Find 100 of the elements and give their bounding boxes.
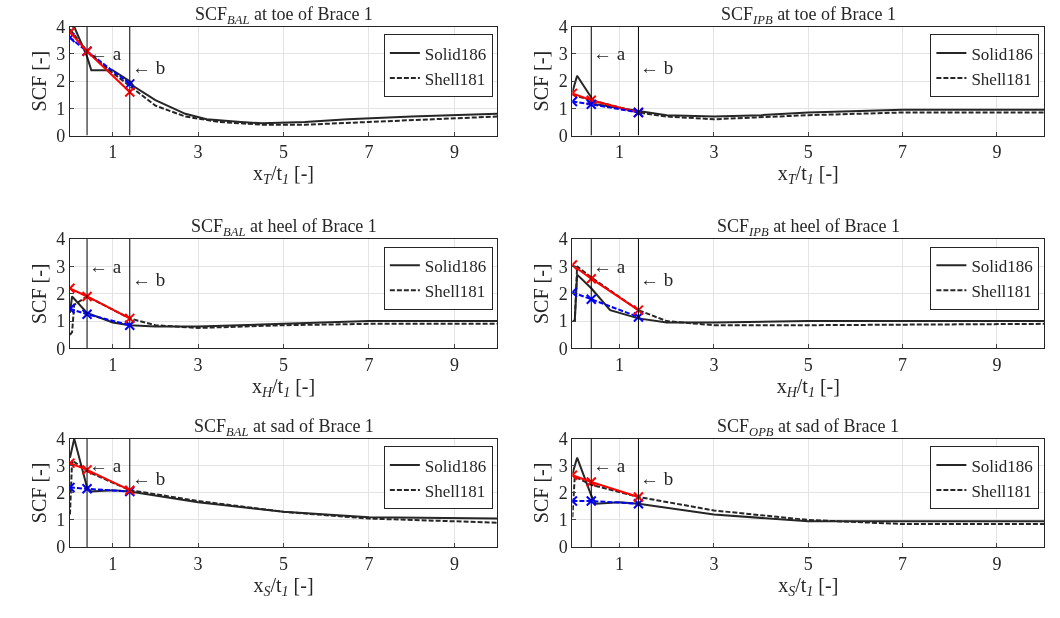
x-tick-label: 9 <box>449 355 459 376</box>
y-tick-label: 3 <box>558 256 568 277</box>
ref-line-label: ← a <box>89 256 122 277</box>
x-tick-label: 1 <box>108 553 118 574</box>
y-tick-label: 2 <box>56 284 66 305</box>
legend-label: Solid186 <box>971 44 1033 64</box>
legend-label: Shell181 <box>971 281 1032 301</box>
y-tick-label: 3 <box>558 44 568 65</box>
ref-line-label: ← b <box>640 57 674 78</box>
y-axis-title: SCF [-] <box>530 263 553 325</box>
x-axis-title: x$_{H}$/t$_{1}$ [-] <box>251 375 316 401</box>
y-tick-label: 4 <box>56 229 66 250</box>
y-tick-label: 3 <box>558 456 568 477</box>
chart-title: SCF$_{BAL}$ at heel of Brace 1 <box>191 216 377 239</box>
x-axis-title: x$_{H}$/t$_{1}$ [-] <box>776 375 840 401</box>
ref-line-label: ← a <box>89 455 122 476</box>
y-axis-title: SCF [-] <box>530 50 553 112</box>
y-tick-label: 0 <box>56 338 66 359</box>
x-tick-label: 9 <box>992 553 1002 574</box>
y-tick-label: 0 <box>558 338 568 359</box>
x-tick-label: 7 <box>364 142 374 163</box>
y-tick-label: 0 <box>56 125 66 146</box>
x-tick-label: 3 <box>709 553 719 574</box>
x-axis-title: x$_{T}$/t$_{1}$ [-] <box>253 162 314 188</box>
chart-title: SCF$_{BAL}$ at sad of Brace 1 <box>194 416 374 439</box>
y-tick-label: 0 <box>558 125 568 146</box>
y-tick-label: 0 <box>558 537 568 558</box>
x-tick-label: 7 <box>364 355 374 376</box>
legend-label: Shell181 <box>424 69 486 89</box>
ref-line-label: ← b <box>132 269 166 290</box>
x-tick-label: 9 <box>449 142 459 163</box>
y-tick-label: 0 <box>56 537 66 558</box>
x-tick-label: 5 <box>803 553 813 574</box>
x-tick-label: 3 <box>709 142 719 163</box>
y-tick-label: 1 <box>558 510 568 531</box>
x-tick-label: 1 <box>615 355 625 376</box>
x-tick-label: 1 <box>108 355 118 376</box>
legend-label: Solid186 <box>424 44 487 64</box>
x-tick-label: 7 <box>898 355 908 376</box>
y-tick-label: 4 <box>558 229 568 250</box>
y-tick-label: 1 <box>558 311 568 332</box>
y-axis-title: SCF [-] <box>27 50 50 112</box>
x-axis-title: x$_{T}$/t$_{1}$ [-] <box>777 162 839 188</box>
legend-label: Shell181 <box>971 69 1032 89</box>
x-tick-label: 3 <box>193 355 203 376</box>
ref-line-label: ← a <box>593 455 626 476</box>
y-tick-label: 1 <box>56 98 66 119</box>
x-tick-label: 5 <box>279 355 289 376</box>
y-tick-label: 1 <box>56 510 66 531</box>
x-tick-label: 3 <box>193 553 203 574</box>
x-tick-label: 3 <box>709 355 719 376</box>
chart-title: SCF$_{IPB}$ at heel of Brace 1 <box>717 216 901 239</box>
y-tick-label: 4 <box>558 429 568 450</box>
y-tick-label: 3 <box>56 44 66 65</box>
x-tick-label: 9 <box>992 142 1002 163</box>
legend-label: Shell181 <box>424 281 486 301</box>
legend-label: Solid186 <box>424 256 487 276</box>
x-axis-title: x$_{S}$/t$_{1}$ [-] <box>253 573 314 599</box>
x-tick-label: 5 <box>803 142 813 163</box>
ref-line-label: ← a <box>89 43 122 64</box>
x-axis-title: x$_{S}$/t$_{1}$ [-] <box>778 573 839 599</box>
legend-label: Shell181 <box>971 481 1032 501</box>
y-axis-title: SCF [-] <box>27 263 50 325</box>
chart-title: SCF$_{BAL}$ at toe of Brace 1 <box>195 4 373 27</box>
x-tick-label: 7 <box>898 142 908 163</box>
y-tick-label: 2 <box>558 483 568 504</box>
x-tick-label: 7 <box>898 553 908 574</box>
legend-label: Solid186 <box>424 456 487 476</box>
ref-line-label: ← b <box>640 468 674 489</box>
x-tick-label: 7 <box>364 553 374 574</box>
x-tick-label: 1 <box>615 553 625 574</box>
y-tick-label: 1 <box>56 311 66 332</box>
x-tick-label: 5 <box>279 142 289 163</box>
y-axis-title: SCF [-] <box>27 462 50 524</box>
y-tick-label: 4 <box>56 17 66 38</box>
y-axis-title: SCF [-] <box>530 462 553 524</box>
x-tick-label: 1 <box>108 142 118 163</box>
ref-line-label: ← b <box>132 468 166 489</box>
ref-line-label: ← a <box>593 43 626 64</box>
ref-line-label: ← b <box>132 57 166 78</box>
legend-label: Solid186 <box>971 456 1033 476</box>
y-tick-label: 3 <box>56 256 66 277</box>
legend-label: Shell181 <box>424 481 486 501</box>
x-tick-label: 3 <box>193 142 203 163</box>
ref-line-label: ← b <box>640 269 674 290</box>
y-tick-label: 2 <box>558 284 568 305</box>
chart-title: SCF$_{OPB}$ at sad of Brace 1 <box>717 416 899 439</box>
y-tick-label: 2 <box>558 71 568 92</box>
legend-label: Solid186 <box>971 256 1033 276</box>
y-tick-label: 4 <box>56 429 66 450</box>
y-tick-label: 3 <box>56 456 66 477</box>
x-tick-label: 1 <box>615 142 625 163</box>
y-tick-label: 1 <box>558 98 568 119</box>
y-tick-label: 4 <box>558 17 568 38</box>
ref-line-label: ← a <box>593 256 626 277</box>
y-tick-label: 2 <box>56 483 66 504</box>
x-tick-label: 5 <box>279 553 289 574</box>
x-tick-label: 9 <box>992 355 1002 376</box>
y-tick-label: 2 <box>56 71 66 92</box>
chart-title: SCF$_{IPB}$ at toe of Brace 1 <box>721 4 897 27</box>
